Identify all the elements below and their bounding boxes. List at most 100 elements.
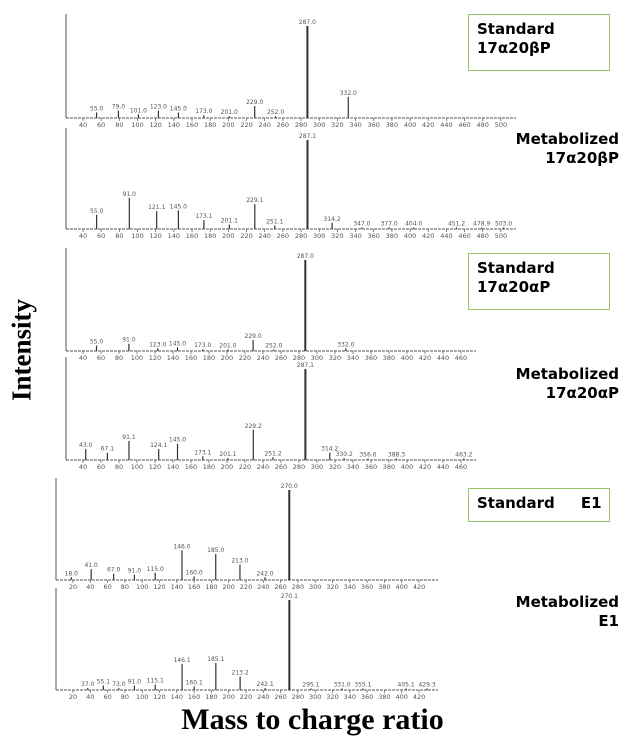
x-tick-label: 60 bbox=[97, 354, 105, 362]
x-tick-label: 260 bbox=[277, 232, 289, 240]
x-tick-label: 320 bbox=[331, 121, 343, 129]
peak-bar bbox=[395, 458, 398, 460]
x-tick-label: 220 bbox=[240, 693, 252, 701]
peak-label: 242.1 bbox=[257, 681, 274, 688]
x-tick-label: 140 bbox=[168, 232, 180, 240]
peak-bar bbox=[137, 114, 140, 118]
x-tick-label: 240 bbox=[257, 693, 269, 701]
peak-bar bbox=[343, 458, 345, 460]
peak-label: 185.0 bbox=[207, 547, 224, 554]
peak-bar bbox=[239, 676, 241, 690]
peak-bar bbox=[252, 340, 254, 351]
x-tick-label: 420 bbox=[419, 463, 431, 471]
x-tick-label: 120 bbox=[153, 583, 165, 591]
peak-label: 388.3 bbox=[388, 452, 405, 459]
peak-label: 287.1 bbox=[297, 362, 314, 369]
x-tick-label: 500 bbox=[495, 121, 507, 129]
peak-label: 429.3 bbox=[418, 682, 435, 689]
x-tick-label: 380 bbox=[383, 354, 395, 362]
x-tick-label: 320 bbox=[329, 354, 341, 362]
x-tick-label: 280 bbox=[292, 583, 304, 591]
peak-label: 145.0 bbox=[170, 203, 187, 210]
peak-label: 173.0 bbox=[194, 342, 211, 349]
x-tick-label: 300 bbox=[311, 354, 323, 362]
peak-bar bbox=[304, 369, 307, 460]
x-tick-label: 40 bbox=[79, 463, 87, 471]
peak-bar bbox=[203, 220, 205, 229]
peak-label: 252.0 bbox=[267, 109, 284, 116]
x-tick-label: 440 bbox=[440, 121, 452, 129]
x-tick-label: 380 bbox=[386, 121, 398, 129]
x-tick-label: 120 bbox=[149, 463, 161, 471]
peak-bar bbox=[275, 116, 277, 118]
peak-bar bbox=[288, 600, 291, 690]
x-tick-label: 220 bbox=[239, 463, 251, 471]
peak-bar bbox=[158, 449, 160, 460]
x-tick-label: 100 bbox=[131, 232, 143, 240]
peak-bar bbox=[133, 574, 136, 580]
x-tick-label: 100 bbox=[136, 693, 148, 701]
peak-label: 270.0 bbox=[281, 483, 298, 490]
peak-bar bbox=[347, 96, 349, 118]
spectrum-panel-1: 40 60 80 100 120 140 160 180 200 220 240 260 280 300 3… bbox=[65, 14, 516, 129]
x-tick-label: 180 bbox=[204, 121, 216, 129]
x-tick-label: 420 bbox=[419, 354, 431, 362]
peak-label: 347.0 bbox=[353, 221, 370, 228]
x-tick-label: 40 bbox=[86, 693, 94, 701]
peak-label: 160.1 bbox=[186, 679, 203, 686]
x-tick-label: 340 bbox=[349, 121, 361, 129]
peak-label: 229.0 bbox=[245, 333, 262, 340]
peak-bar bbox=[274, 225, 276, 229]
x-tick-label: 420 bbox=[413, 693, 425, 701]
x-tick-label: 100 bbox=[136, 583, 148, 591]
peak-label: 503.0 bbox=[495, 221, 512, 228]
x-tick-label: 360 bbox=[368, 121, 380, 129]
peak-bar bbox=[388, 227, 390, 229]
sample-label-1: Standard 17α20βP bbox=[468, 14, 610, 71]
x-tick-label: 80 bbox=[115, 354, 123, 362]
sample-label-2: Metabolized 17α20βP bbox=[516, 130, 619, 168]
peak-label: 201.1 bbox=[221, 218, 238, 225]
sample-label-4: Metabolized 17α20αP bbox=[516, 365, 619, 403]
peak-label: 229.1 bbox=[246, 197, 263, 204]
x-tick-label: 380 bbox=[378, 583, 390, 591]
peak-bar bbox=[102, 685, 104, 690]
peak-label: 160.0 bbox=[186, 569, 203, 576]
peak-label: 251.1 bbox=[266, 218, 283, 225]
peak-label: 201.1 bbox=[219, 451, 236, 458]
x-tick-label: 80 bbox=[115, 463, 123, 471]
peak-label: 43.0 bbox=[79, 442, 93, 449]
peak-label: 287.0 bbox=[297, 253, 314, 260]
peak-label: 121.1 bbox=[148, 204, 165, 211]
x-tick-label: 140 bbox=[171, 693, 183, 701]
peak-label: 37.0 bbox=[81, 681, 95, 688]
x-tick-label: 140 bbox=[171, 583, 183, 591]
peak-label: 145.0 bbox=[169, 437, 186, 444]
spectrum-panel-3: 40 60 80 100 120 140 160 180 200 220 240 260 280 300 3… bbox=[65, 248, 476, 362]
peak-label: 355.1 bbox=[354, 682, 371, 689]
peak-bar bbox=[227, 349, 229, 351]
sample-label-line: 17α20βP bbox=[477, 39, 551, 57]
peak-label: 463.2 bbox=[455, 452, 472, 459]
sample-label-line: Standard bbox=[477, 259, 555, 277]
peak-label: 55.0 bbox=[90, 208, 104, 215]
peak-label: 145.0 bbox=[170, 105, 187, 112]
x-tick-label: 280 bbox=[293, 354, 305, 362]
peak-bar bbox=[133, 685, 136, 690]
peak-label: 91.0 bbox=[123, 191, 137, 198]
peak-label: 356.6 bbox=[359, 452, 376, 459]
peak-label: 478.9 bbox=[473, 221, 490, 228]
peak-label: 67.1 bbox=[101, 446, 115, 453]
sample-label-line: Standard E1 bbox=[477, 494, 602, 512]
x-tick-label: 120 bbox=[153, 693, 165, 701]
x-tick-label: 280 bbox=[295, 121, 307, 129]
x-tick-label: 300 bbox=[309, 583, 321, 591]
x-tick-label: 120 bbox=[149, 232, 161, 240]
peak-bar bbox=[117, 110, 120, 118]
peak-bar bbox=[96, 112, 98, 118]
peak-bar bbox=[128, 440, 130, 460]
peak-bar bbox=[273, 349, 275, 351]
x-tick-label: 320 bbox=[329, 463, 341, 471]
x-tick-label: 40 bbox=[79, 354, 87, 362]
